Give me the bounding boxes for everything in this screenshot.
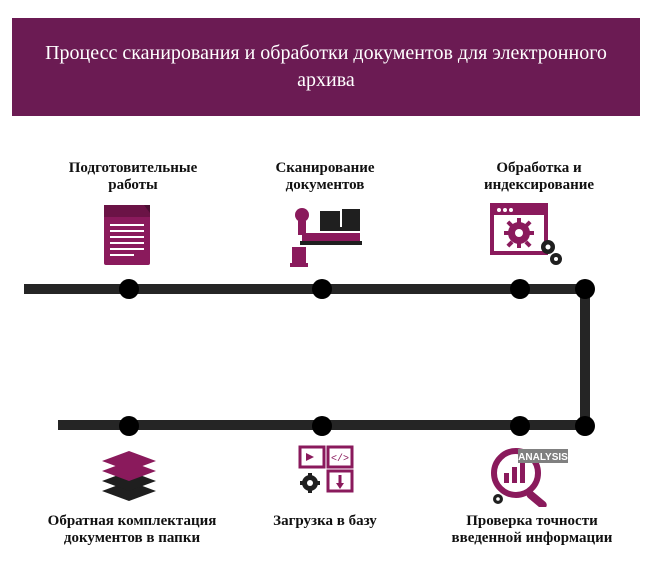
flow-node (119, 279, 139, 299)
upload-icon: </> (296, 443, 356, 507)
flow-node (510, 279, 530, 299)
flow-node (510, 416, 530, 436)
analysis-icon: ANALYSIS (488, 443, 568, 507)
gears-window-icon (490, 203, 564, 267)
step-label-prep: Подготовительные работы (48, 160, 218, 195)
flow-node (575, 279, 595, 299)
page-title: Процесс сканирования и обработки докумен… (42, 40, 610, 94)
step-label-upload: Загрузка в базу (240, 513, 410, 530)
svg-text:</>: </> (331, 453, 349, 465)
step-label-scan: Сканирование документов (240, 160, 410, 195)
document-icon (100, 203, 154, 267)
track-segment (24, 284, 590, 294)
step-label-restack: Обратная комплектация документов в папки (42, 513, 222, 548)
flow-node (119, 416, 139, 436)
scanning-icon (284, 203, 364, 267)
header-banner: Процесс сканирования и обработки докумен… (12, 18, 640, 116)
track-segment (580, 284, 590, 430)
step-label-index: Обработка и индексирование (454, 160, 624, 195)
step-label-verify: Проверка точности введенной информации (432, 513, 632, 548)
stack-icon (98, 443, 160, 507)
flow-node (575, 416, 595, 436)
flow-node (312, 279, 332, 299)
analysis-badge-text: ANALYSIS (518, 452, 568, 463)
flow-node (312, 416, 332, 436)
